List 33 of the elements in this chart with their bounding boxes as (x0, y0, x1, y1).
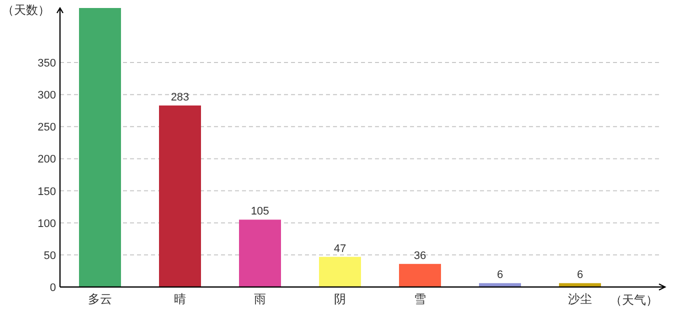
bar (559, 283, 601, 287)
bar (479, 283, 521, 287)
x-tick-label: 多云 (88, 292, 112, 306)
y-tick-label: 350 (38, 58, 56, 70)
bar: 283 (159, 92, 201, 287)
x-tick-label: 阴 (334, 292, 346, 306)
bar (399, 264, 441, 287)
x-tick-label: 雨 (254, 292, 266, 306)
data-label: 36 (414, 250, 426, 262)
bar (319, 256, 361, 287)
bar: 47 (319, 242, 361, 287)
bar: 6 (559, 269, 601, 287)
y-tick-label: 50 (44, 250, 56, 262)
y-tick-label: 300 (38, 90, 56, 102)
x-axis-title: （天气） (610, 293, 658, 307)
data-label: 105 (250, 206, 270, 218)
y-tick-label: 150 (38, 186, 56, 198)
x-tick-label: 沙尘 (568, 292, 592, 306)
data-label: 6 (576, 269, 584, 282)
data-label: 283 (170, 91, 190, 104)
y-axis-title: （天数） (2, 3, 50, 17)
data-label: 6 (496, 269, 504, 282)
x-tick-label: 雪 (414, 292, 426, 306)
data-label: 47 (334, 242, 346, 255)
bar: 36 (399, 250, 441, 287)
y-tick-label: 100 (38, 218, 56, 230)
y-tick-label: 0 (50, 282, 56, 294)
y-tick-label: 250 (38, 122, 56, 134)
bar: 6 (479, 269, 521, 287)
x-tick-label: 晴 (174, 292, 186, 306)
y-tick-label: 200 (38, 154, 56, 166)
bar (239, 220, 281, 287)
bar: 105 (239, 206, 281, 287)
